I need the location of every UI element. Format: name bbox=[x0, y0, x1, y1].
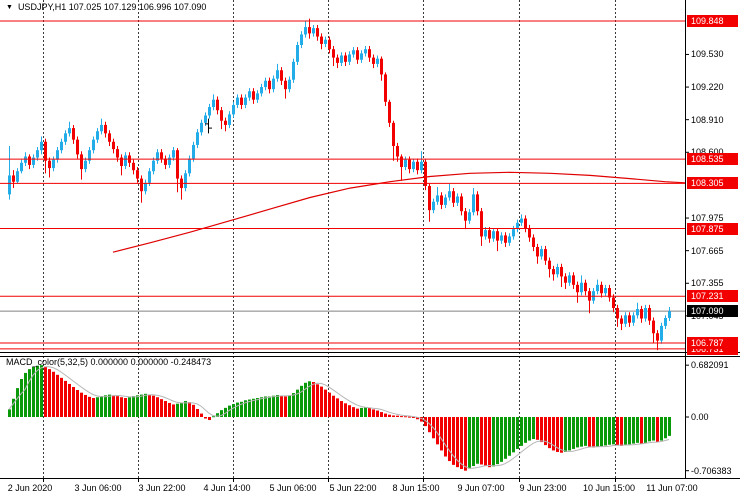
macd-indicator-label: MACD_color(5,32,5) 0.000000 0.000000 -0.… bbox=[6, 357, 212, 367]
price-axis[interactable] bbox=[686, 0, 740, 478]
chart-title: ▼ USDJPY,H1 107.025 107.129 106.996 107.0… bbox=[6, 2, 206, 12]
chart-title-text: USDJPY,H1 107.025 107.129 106.996 107.09… bbox=[17, 2, 207, 12]
time-axis[interactable] bbox=[0, 478, 685, 500]
macd-plot-area[interactable] bbox=[0, 357, 685, 478]
main-chart-plot-area[interactable] bbox=[0, 0, 685, 352]
symbol-marker-icon: ▼ bbox=[6, 4, 13, 11]
